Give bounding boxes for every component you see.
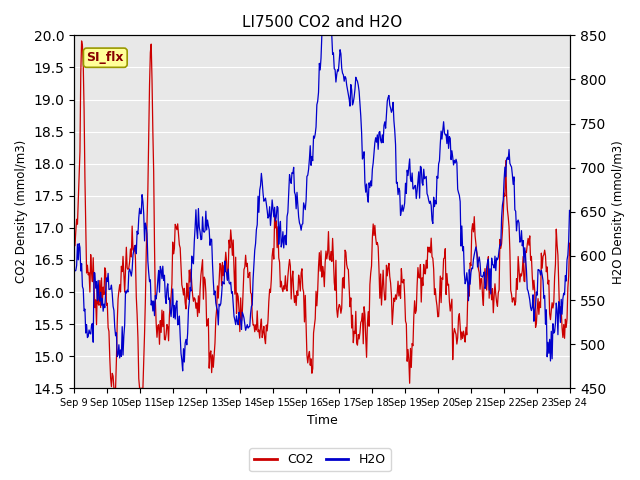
X-axis label: Time: Time [307, 414, 338, 427]
Title: LI7500 CO2 and H2O: LI7500 CO2 and H2O [242, 15, 403, 30]
Text: SI_flx: SI_flx [86, 51, 124, 64]
Y-axis label: CO2 Density (mmol/m3): CO2 Density (mmol/m3) [15, 140, 28, 284]
Legend: CO2, H2O: CO2, H2O [250, 448, 390, 471]
Y-axis label: H2O Density (mmol/m3): H2O Density (mmol/m3) [612, 140, 625, 284]
